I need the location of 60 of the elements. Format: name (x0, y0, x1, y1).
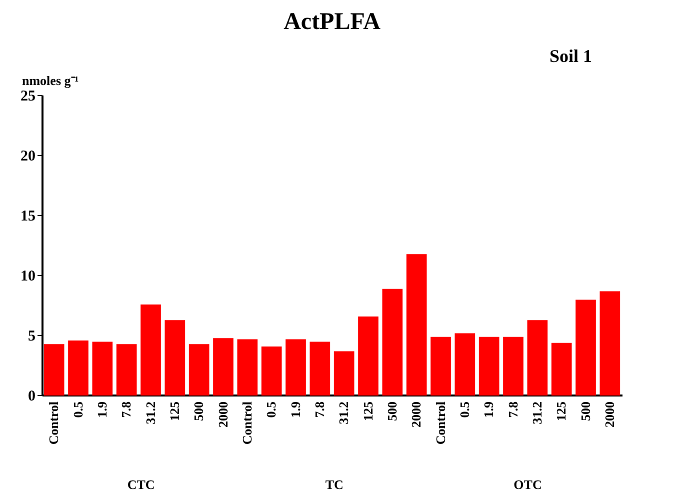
bar (310, 342, 330, 396)
x-tick-label: 2000 (408, 402, 424, 428)
x-tick-label: 125 (166, 401, 182, 421)
text: OTC (514, 477, 542, 491)
x-tick-label: 500 (191, 402, 206, 421)
chart-subtitle: Soil 1 (549, 46, 592, 66)
bar (382, 288, 403, 396)
y-tick-label: 20 (20, 148, 36, 164)
x-tick-label: 7.8 (312, 401, 327, 418)
bar (164, 320, 186, 396)
x-tick-label: 500 (384, 402, 400, 421)
x-tick-label: 2000 (602, 402, 617, 428)
y-axis-title: nmoles g⁻¹ (22, 73, 79, 88)
bar (213, 338, 234, 396)
bar (68, 340, 88, 396)
x-tick-label: Control (239, 401, 254, 445)
x-tick-label: 7.8 (118, 401, 134, 418)
bar (334, 351, 354, 396)
x-tick-label: 1.9 (94, 401, 110, 418)
bar (140, 304, 161, 396)
bar (116, 344, 137, 396)
bar (261, 346, 282, 396)
bar (430, 336, 451, 396)
x-tick-label: 31.2 (529, 402, 544, 424)
x-tick-label: 1.9 (288, 401, 303, 418)
x-tick-label: 125 (554, 401, 569, 421)
x-tick-label: 125 (360, 401, 376, 421)
y-tick-label: 25 (20, 88, 36, 104)
bar (286, 339, 306, 396)
y-tick-label: 10 (20, 268, 36, 284)
x-tick-label: 0.5 (70, 401, 86, 418)
bar (551, 342, 572, 396)
y-tick-label: 15 (20, 208, 36, 224)
text: CTC (127, 477, 155, 491)
x-tick-label: Control (46, 401, 62, 445)
x-tick-label: 0.5 (456, 401, 472, 418)
bar (600, 291, 620, 396)
bar (358, 316, 378, 396)
bar (527, 320, 548, 396)
bar (237, 339, 258, 396)
chart-title: ActPLFA (284, 9, 382, 35)
x-tick-label: 1.9 (481, 401, 496, 418)
bar (454, 333, 476, 396)
bar (44, 344, 64, 396)
x-tick-label: 31.2 (142, 402, 158, 424)
bar (503, 336, 524, 396)
x-tick-label: 500 (578, 402, 593, 421)
bar (92, 342, 113, 396)
x-tick-label: Control (432, 401, 448, 445)
x-tick-label: 0.5 (264, 401, 279, 418)
bar (576, 300, 596, 396)
y-tick-label: 5 (28, 328, 36, 344)
y-tick-label: 0 (28, 388, 36, 404)
x-tick-label: 2000 (215, 402, 230, 428)
text: TC (325, 477, 344, 491)
x-tick-label: 31.2 (336, 402, 352, 424)
bar (188, 344, 210, 396)
x-tick-label: 7.8 (505, 401, 520, 418)
bar (406, 254, 427, 396)
bar (478, 336, 500, 396)
